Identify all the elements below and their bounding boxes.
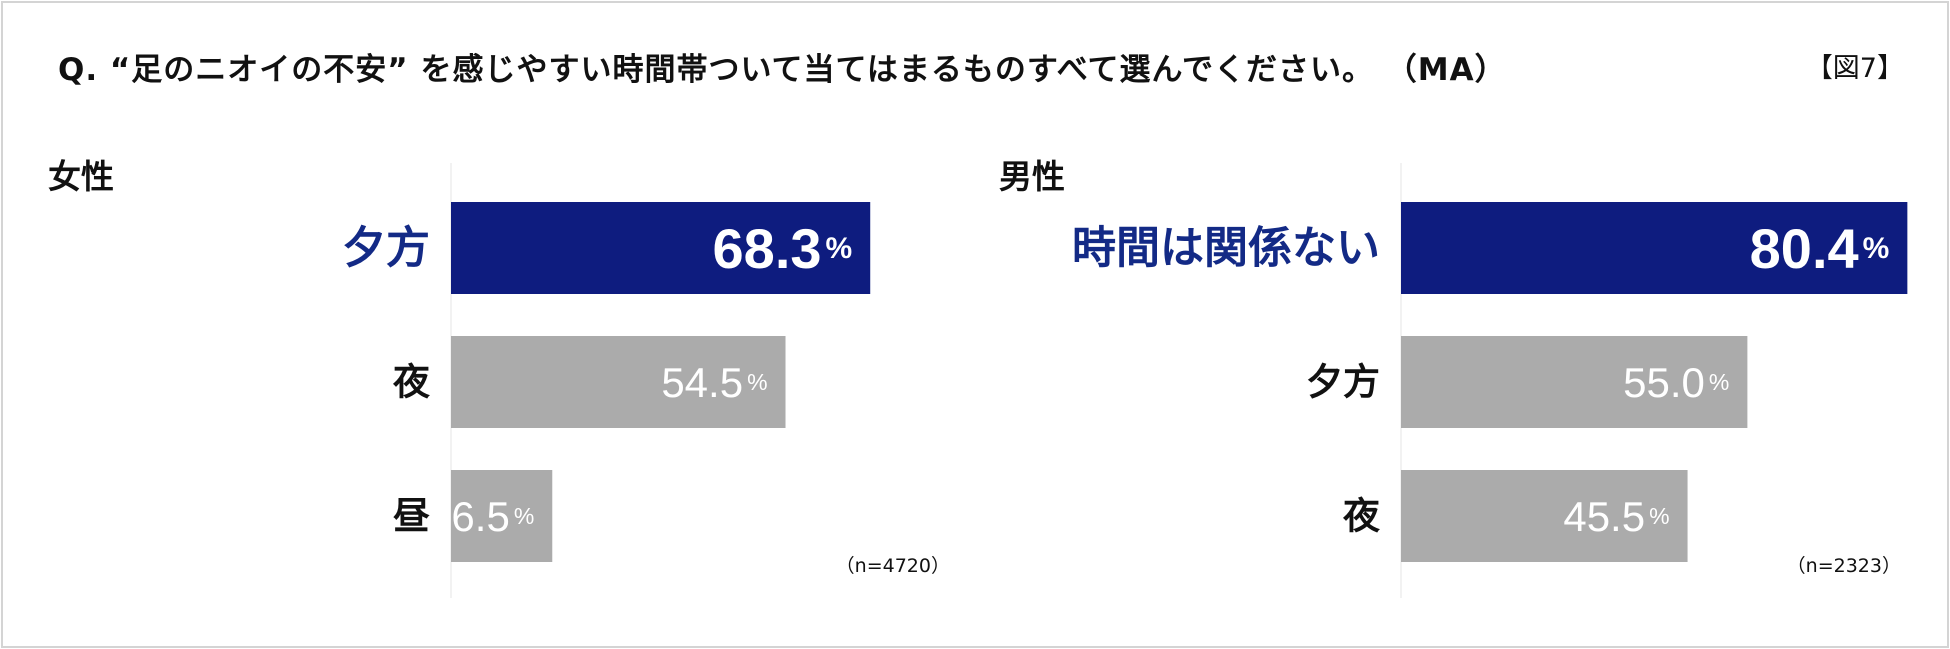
bar-female-3 — [451, 470, 553, 562]
category-label-male-1: 時間は関係ない — [1072, 223, 1380, 274]
bar-female-1 — [451, 202, 871, 294]
value-label-male-3: 45.5% — [1563, 493, 1669, 540]
category-label-male-2: 夕方 — [1306, 361, 1380, 404]
bar-male-1 — [1401, 202, 1908, 294]
sample-size-female: （n=4720） — [835, 555, 950, 577]
category-label-female-3: 昼 — [393, 495, 430, 538]
bar-male-2 — [1401, 336, 1748, 428]
value-label-female-3: 16.5% — [428, 493, 534, 540]
category-label-female-2: 夜 — [392, 361, 431, 404]
value-label-male-1: 80.4% — [1750, 217, 1890, 280]
sample-size-male: （n=2323） — [1786, 555, 1901, 577]
panel-title-female: 女性 — [48, 157, 114, 196]
panel-title-male: 男性 — [999, 157, 1065, 196]
bar-female-2 — [451, 336, 786, 428]
question-text: Q. “足のニオイの不安” を感じやすい時間帯ついて当てはまるものすべて選んでく… — [58, 52, 1507, 88]
category-label-male-3: 夜 — [1342, 495, 1381, 538]
value-label-male-2: 55.0% — [1623, 359, 1729, 406]
category-label-female-1: 夕方 — [342, 223, 430, 274]
value-label-female-1: 68.3% — [713, 217, 853, 280]
figure-label: 【図7】 — [1805, 53, 1904, 84]
value-label-female-2: 54.5% — [661, 359, 767, 406]
bar-male-3 — [1401, 470, 1688, 562]
